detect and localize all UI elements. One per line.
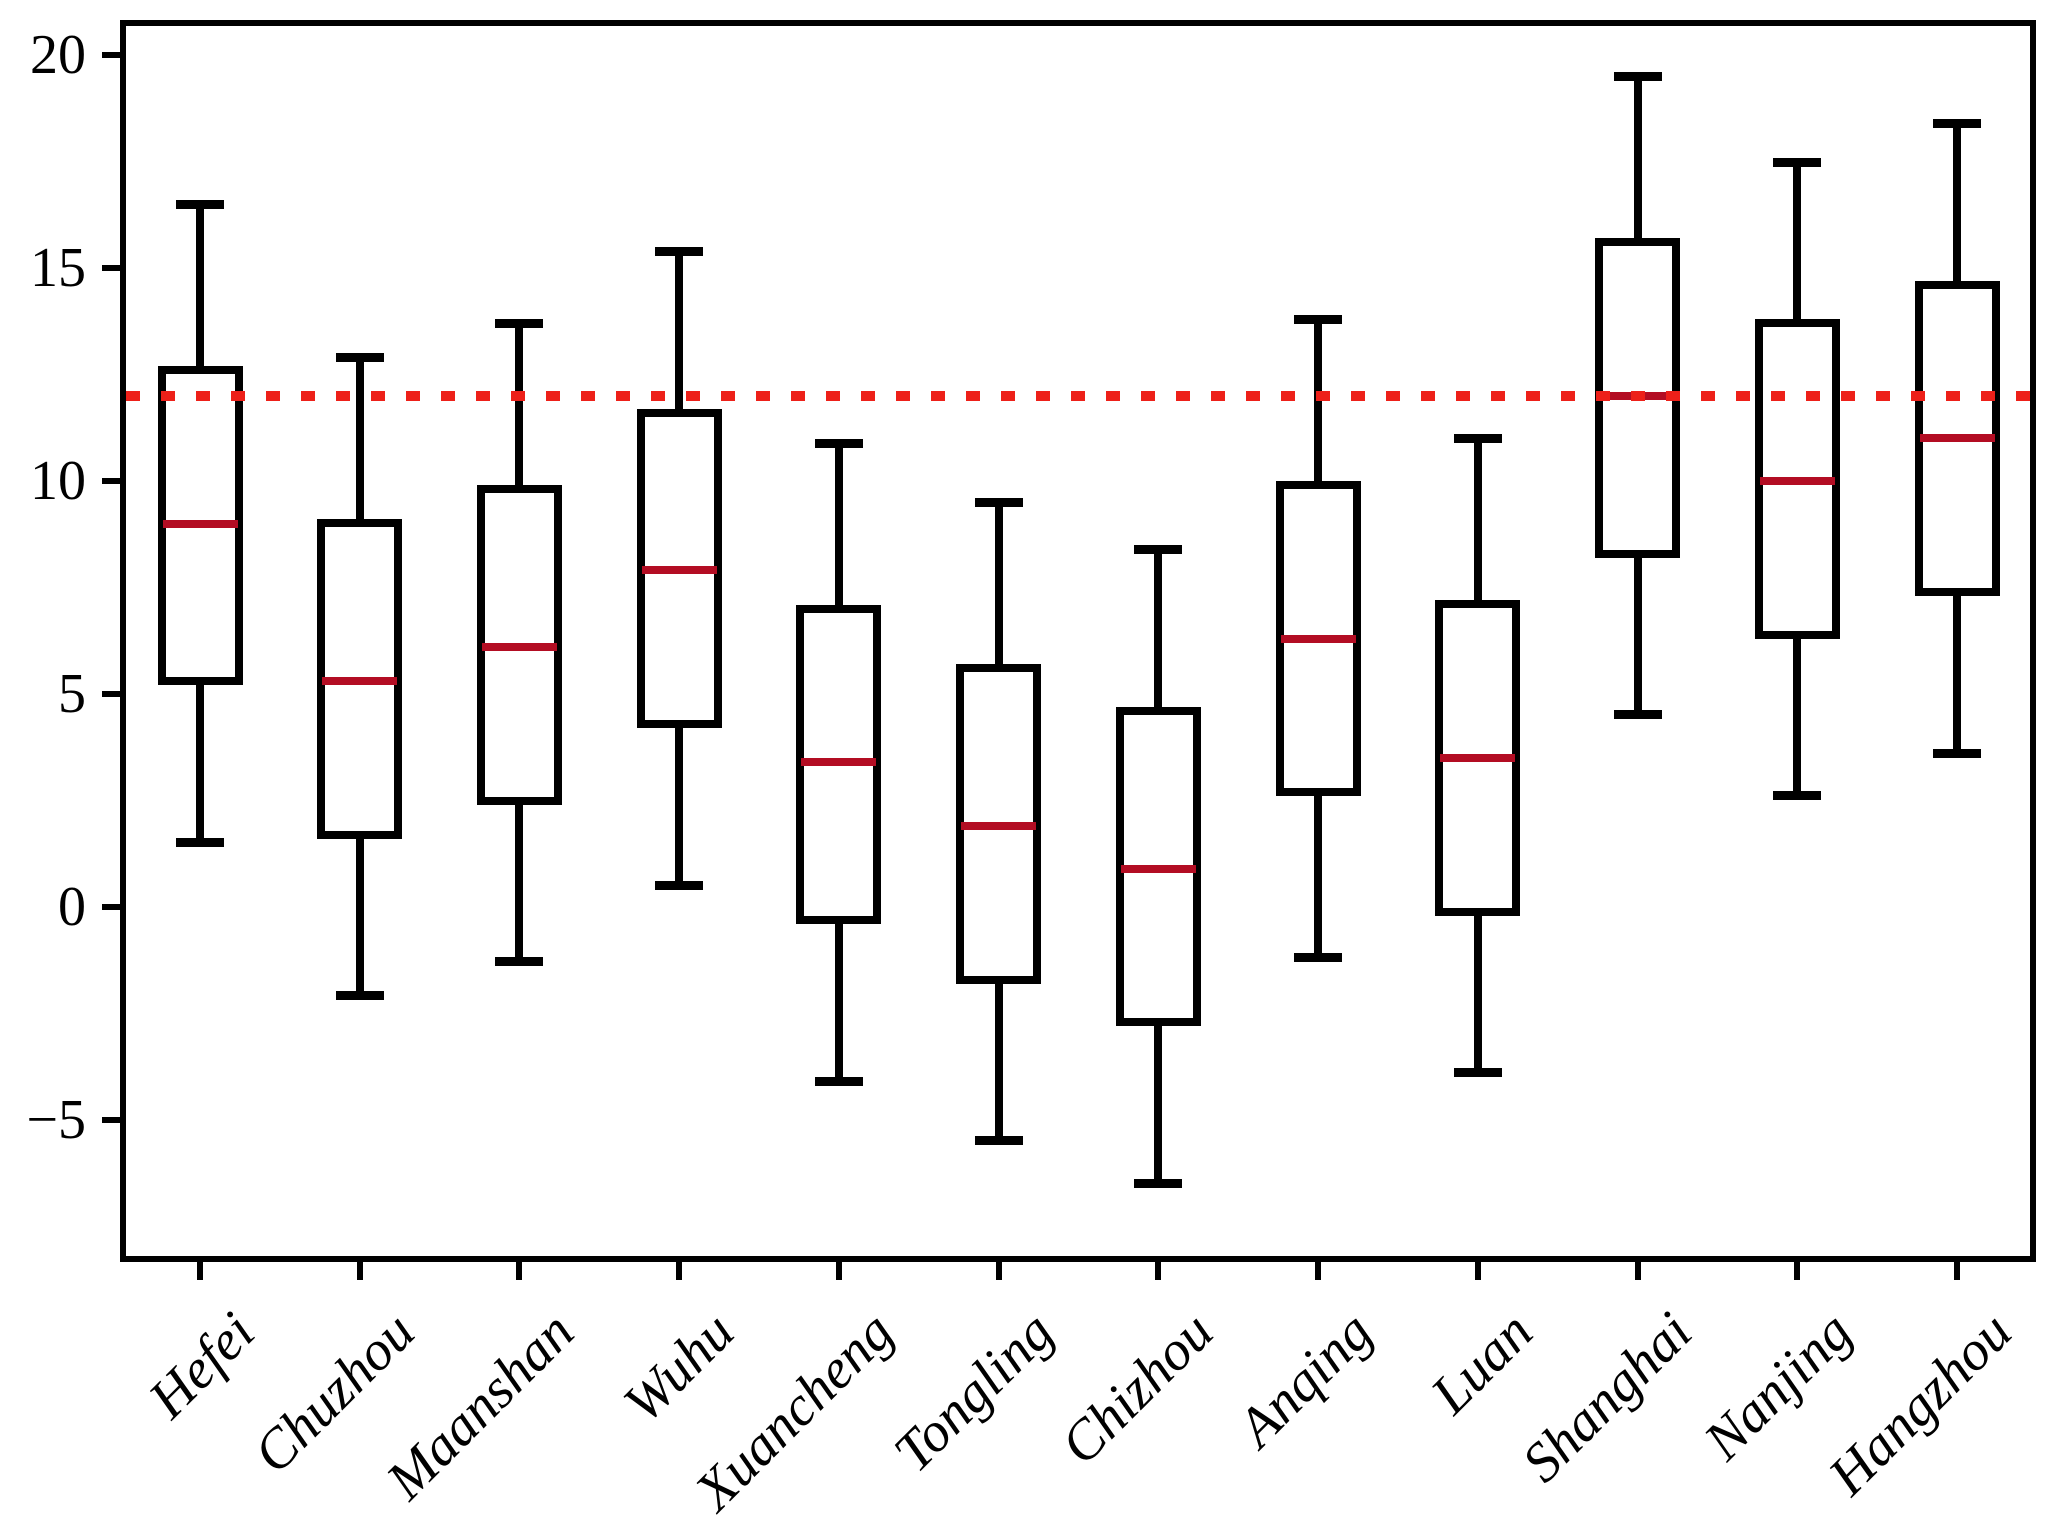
y-axis-tick — [102, 52, 120, 58]
median-line — [162, 519, 238, 528]
whisker-cap-lower — [814, 1076, 863, 1086]
y-axis-tick — [102, 904, 120, 910]
whisker-upper — [355, 357, 364, 520]
whisker-cap-upper — [176, 200, 224, 210]
y-axis-tick-label: 15 — [30, 237, 86, 299]
whisker-upper — [196, 204, 204, 366]
y-axis-tick-label: 0 — [58, 876, 86, 938]
whisker-cap-upper — [974, 498, 1023, 508]
y-axis-tick-label: 5 — [58, 663, 86, 725]
whisker-cap-lower — [495, 957, 544, 967]
whisker-lower — [1314, 796, 1323, 959]
whisker-cap-upper — [655, 246, 704, 256]
y-axis-tick — [102, 265, 120, 271]
median-line — [641, 566, 717, 575]
whisker-cap-lower — [1134, 1178, 1183, 1188]
y-axis-tick — [102, 691, 120, 697]
whisker-upper — [675, 250, 684, 409]
median-line — [481, 643, 557, 652]
whisker-lower — [355, 838, 364, 997]
reference-line — [126, 390, 2030, 401]
whisker-upper — [1633, 76, 1642, 239]
whisker-cap-lower — [655, 880, 704, 890]
whisker-upper — [1154, 549, 1163, 707]
whisker-cap-upper — [335, 353, 384, 363]
median-line — [801, 758, 877, 767]
whisker-upper — [1473, 438, 1482, 601]
whisker-upper — [515, 323, 524, 486]
x-axis-category-label: Luan — [1419, 1300, 1545, 1426]
whisker-cap-upper — [1294, 315, 1343, 325]
whisker-cap-upper — [1933, 119, 1982, 129]
median-line — [322, 677, 398, 686]
x-axis-tick — [197, 1262, 203, 1280]
median-line — [1440, 753, 1516, 762]
x-axis-category-label: Chizhou — [1048, 1300, 1225, 1477]
x-axis-tick — [676, 1262, 683, 1280]
whisker-upper — [1953, 123, 1962, 281]
whisker-cap-lower — [1933, 748, 1982, 758]
x-axis-category-label: Wuhu — [611, 1300, 746, 1435]
whisker-cap-upper — [1613, 72, 1662, 82]
whisker-cap-upper — [1773, 157, 1822, 167]
whisker-cap-lower — [1773, 791, 1822, 801]
whisker-cap-lower — [1453, 1068, 1502, 1078]
whisker-lower — [1633, 557, 1642, 716]
x-axis-tick — [1474, 1262, 1481, 1280]
median-line — [961, 822, 1037, 831]
whisker-lower — [675, 728, 684, 886]
y-axis-tick-label: 20 — [30, 24, 86, 86]
y-axis-tick — [102, 1117, 120, 1123]
plot-frame — [120, 20, 2036, 1262]
whisker-lower — [1953, 596, 1962, 754]
whisker-cap-lower — [1294, 953, 1343, 963]
x-axis-tick — [835, 1262, 842, 1280]
x-axis-category-label: Hefei — [136, 1300, 267, 1431]
whisker-cap-lower — [176, 838, 224, 848]
median-line — [1919, 434, 1995, 443]
x-axis-tick — [516, 1262, 523, 1280]
y-axis-tick-label: −5 — [26, 1089, 86, 1151]
whisker-upper — [1793, 161, 1802, 320]
whisker-cap-upper — [814, 438, 863, 448]
whisker-upper — [994, 502, 1003, 665]
whisker-upper — [834, 442, 843, 605]
x-axis-tick — [1155, 1262, 1162, 1280]
whisker-lower — [515, 804, 524, 963]
whisker-lower — [834, 924, 843, 1082]
whisker-cap-lower — [1613, 710, 1662, 720]
median-line — [1120, 864, 1196, 873]
x-axis-tick — [995, 1262, 1002, 1280]
x-axis-category-label: Anqing — [1226, 1300, 1385, 1459]
whisker-lower — [1793, 638, 1802, 797]
x-axis-category-label: Tongling — [881, 1300, 1066, 1484]
whisker-cap-upper — [1453, 434, 1502, 444]
x-axis-tick — [1634, 1262, 1641, 1280]
y-axis-tick-label: 10 — [30, 450, 86, 512]
x-axis-tick — [1315, 1262, 1322, 1280]
whisker-cap-upper — [1134, 545, 1183, 555]
x-axis-tick — [1794, 1262, 1801, 1280]
whisker-cap-lower — [335, 991, 384, 1001]
whisker-cap-upper — [495, 319, 544, 329]
whisker-lower — [1154, 1026, 1163, 1184]
median-line — [1280, 634, 1356, 643]
whisker-cap-lower — [974, 1136, 1023, 1146]
y-axis-tick — [102, 478, 120, 484]
x-axis-tick — [1954, 1262, 1961, 1280]
whisker-lower — [196, 685, 204, 844]
x-axis-category-label: Shanghai — [1510, 1300, 1705, 1495]
whisker-lower — [994, 983, 1003, 1142]
whisker-lower — [1473, 915, 1482, 1074]
x-axis-tick — [356, 1262, 363, 1280]
median-line — [1759, 477, 1835, 485]
